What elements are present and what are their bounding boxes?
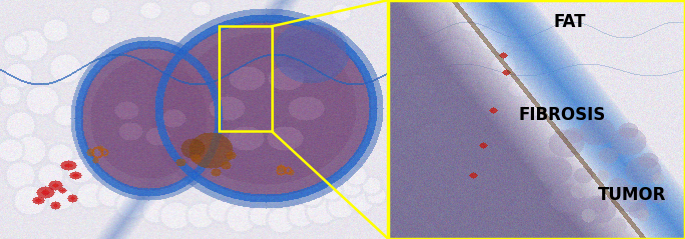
Text: FAT: FAT (553, 13, 586, 31)
Text: FIBROSIS: FIBROSIS (519, 106, 606, 124)
Text: TUMOR: TUMOR (598, 186, 667, 204)
Bar (219, 26, 272, 131)
